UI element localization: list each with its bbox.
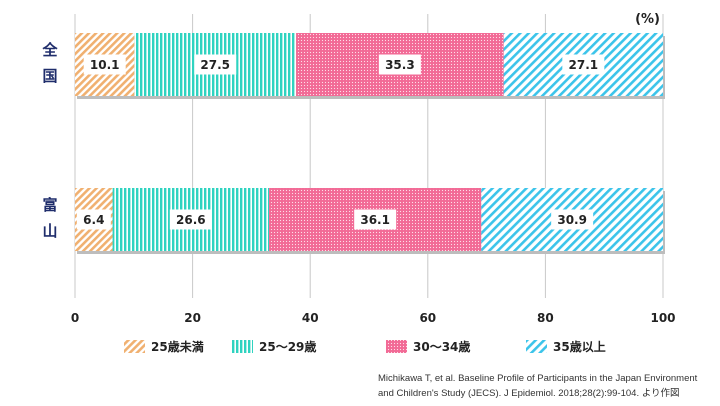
data-label-bg xyxy=(169,209,212,230)
data-label: 26.6 xyxy=(176,213,206,227)
legend-swatch xyxy=(526,340,547,353)
x-tick-label: 40 xyxy=(302,311,319,325)
unit-label: (%) xyxy=(635,12,660,27)
x-tick-label: 80 xyxy=(537,311,554,325)
category-label-char: 国 xyxy=(42,67,57,85)
source-line: Michikawa T, et al. Baseline Profile of … xyxy=(378,373,698,384)
category-label-char: 富 xyxy=(42,196,57,214)
data-label-bg xyxy=(354,209,397,230)
data-label: 27.5 xyxy=(200,58,230,72)
legend: 25歳未満 25〜29歳 30〜34歳 35歳以上 xyxy=(124,339,606,354)
legend-swatch xyxy=(386,340,407,353)
data-label-bg xyxy=(194,54,237,75)
legend-swatch xyxy=(124,340,145,353)
legend-swatch xyxy=(232,340,253,353)
x-tick-label: 60 xyxy=(419,311,436,325)
x-tick-label: 0 xyxy=(71,311,79,325)
data-label-bg xyxy=(76,209,111,230)
source-citation: Michikawa T, et al. Baseline Profile of … xyxy=(378,371,718,401)
data-label-bg xyxy=(562,54,605,75)
data-label: 27.1 xyxy=(569,58,599,72)
data-label: 10.1 xyxy=(90,58,120,72)
data-label: 6.4 xyxy=(83,213,104,227)
data-label: 36.1 xyxy=(360,213,390,227)
x-tick-label: 100 xyxy=(650,311,675,325)
x-tick-labels: 0 20 40 60 80 100 xyxy=(71,311,676,325)
bars-group: 10.1 27.5 35.3 27.1 6.4 26.6 36.1 30.9 xyxy=(75,33,665,254)
data-label: 35.3 xyxy=(385,58,415,72)
legend-label: 30〜34歳 xyxy=(413,339,470,354)
data-label: 30.9 xyxy=(557,213,587,227)
legend-label: 25歳未満 xyxy=(151,339,204,354)
source-line: and Children's Study (JECS). J Epidemiol… xyxy=(378,388,680,399)
data-label-bg xyxy=(83,54,126,75)
category-label-char: 山 xyxy=(42,222,57,240)
data-label-bg xyxy=(551,209,594,230)
category-label-char: 全 xyxy=(41,41,58,59)
data-label-bg xyxy=(378,54,421,75)
x-tick-label: 20 xyxy=(184,311,201,325)
legend-label: 35歳以上 xyxy=(553,339,606,354)
legend-label: 25〜29歳 xyxy=(259,339,316,354)
